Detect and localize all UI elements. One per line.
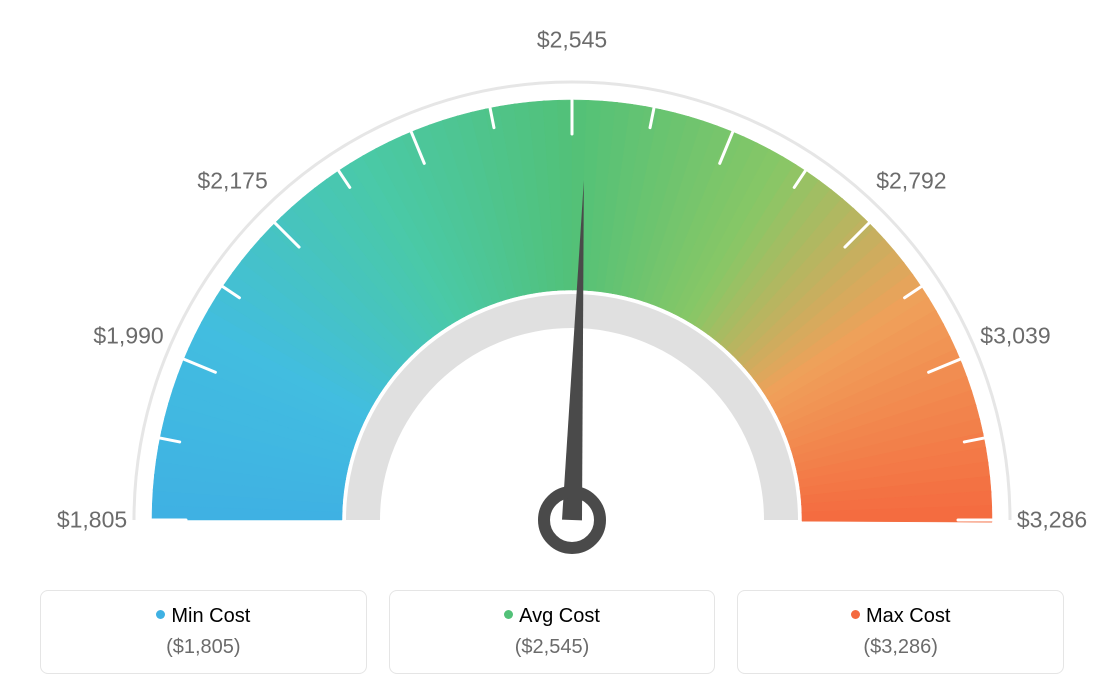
gauge-svg [20, 20, 1084, 580]
legend-card-max: Max Cost ($3,286) [737, 590, 1064, 674]
legend-value-max: ($3,286) [756, 636, 1045, 659]
legend-card-min: Min Cost ($1,805) [40, 590, 367, 674]
legend-value-min: ($1,805) [59, 636, 348, 659]
legend-label-avg: Avg Cost [519, 605, 600, 627]
legend-label-max: Max Cost [866, 605, 950, 627]
gauge-tick-label: $2,792 [876, 167, 946, 194]
legend-value-avg: ($2,545) [408, 636, 697, 659]
gauge-area: $1,805 $1,990 $2,175 $2,545 $2,792 $3,039 $3,2… [20, 20, 1084, 580]
gauge-tick-label: $2,545 [537, 27, 607, 54]
gauge-tick-label: $1,990 [93, 323, 163, 350]
dot-icon [504, 610, 513, 619]
legend-label-min: Min Cost [171, 605, 250, 627]
legend-title-max: Max Cost [756, 605, 1045, 628]
gauge-tick-label: $1,805 [57, 507, 127, 534]
gauge-tick-label: $3,286 [1017, 507, 1087, 534]
legend-title-min: Min Cost [59, 605, 348, 628]
chart-container: $1,805 $1,990 $2,175 $2,545 $2,792 $3,039 $3,2… [0, 0, 1104, 690]
legend-card-avg: Avg Cost ($2,545) [389, 590, 716, 674]
legend-title-avg: Avg Cost [408, 605, 697, 628]
dot-icon [156, 610, 165, 619]
gauge-tick-label: $3,039 [980, 323, 1050, 350]
dot-icon [851, 610, 860, 619]
gauge-tick-label: $2,175 [197, 167, 267, 194]
legend-row: Min Cost ($1,805) Avg Cost ($2,545) Max … [20, 590, 1084, 674]
